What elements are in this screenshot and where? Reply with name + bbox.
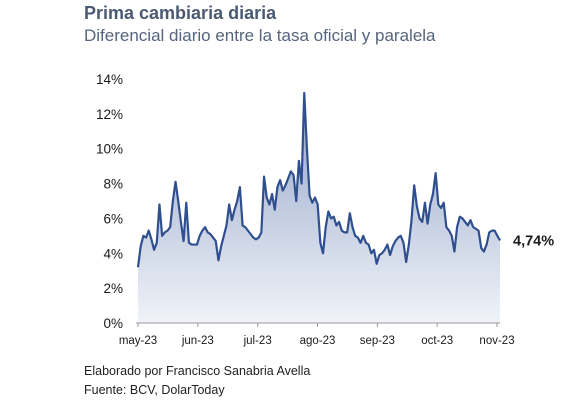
x-tick-label: jun-23	[181, 335, 214, 347]
last-value-label: 4,74%	[513, 233, 554, 249]
footer-author: Elaborado por Francisco Sanabria Avella	[84, 364, 311, 378]
y-tick-label: 6%	[103, 211, 123, 226]
x-tick-label: ago-23	[300, 335, 336, 347]
chart-subtitle: Diferencial diario entre la tasa oficial…	[84, 26, 436, 45]
y-tick-label: 0%	[103, 316, 123, 331]
x-tick-label: nov-23	[479, 335, 514, 347]
y-tick-label: 12%	[96, 107, 123, 122]
x-tick-label: oct-23	[421, 335, 453, 347]
x-tick-label: sep-23	[360, 335, 395, 347]
series-line	[136, 91, 501, 268]
y-tick-label: 14%	[96, 72, 123, 87]
y-tick-label: 8%	[103, 177, 123, 192]
chart-title: Prima cambiaria diaria	[84, 3, 277, 23]
y-tick-label: 10%	[96, 142, 123, 157]
y-tick-label: 4%	[103, 246, 123, 261]
y-tick-label: 2%	[103, 281, 123, 296]
x-tick-label: may-23	[119, 335, 157, 347]
x-tick-label: jul-23	[243, 335, 272, 347]
area-fill	[138, 92, 500, 323]
footer-source: Fuente: BCV, DolarToday	[84, 383, 225, 397]
